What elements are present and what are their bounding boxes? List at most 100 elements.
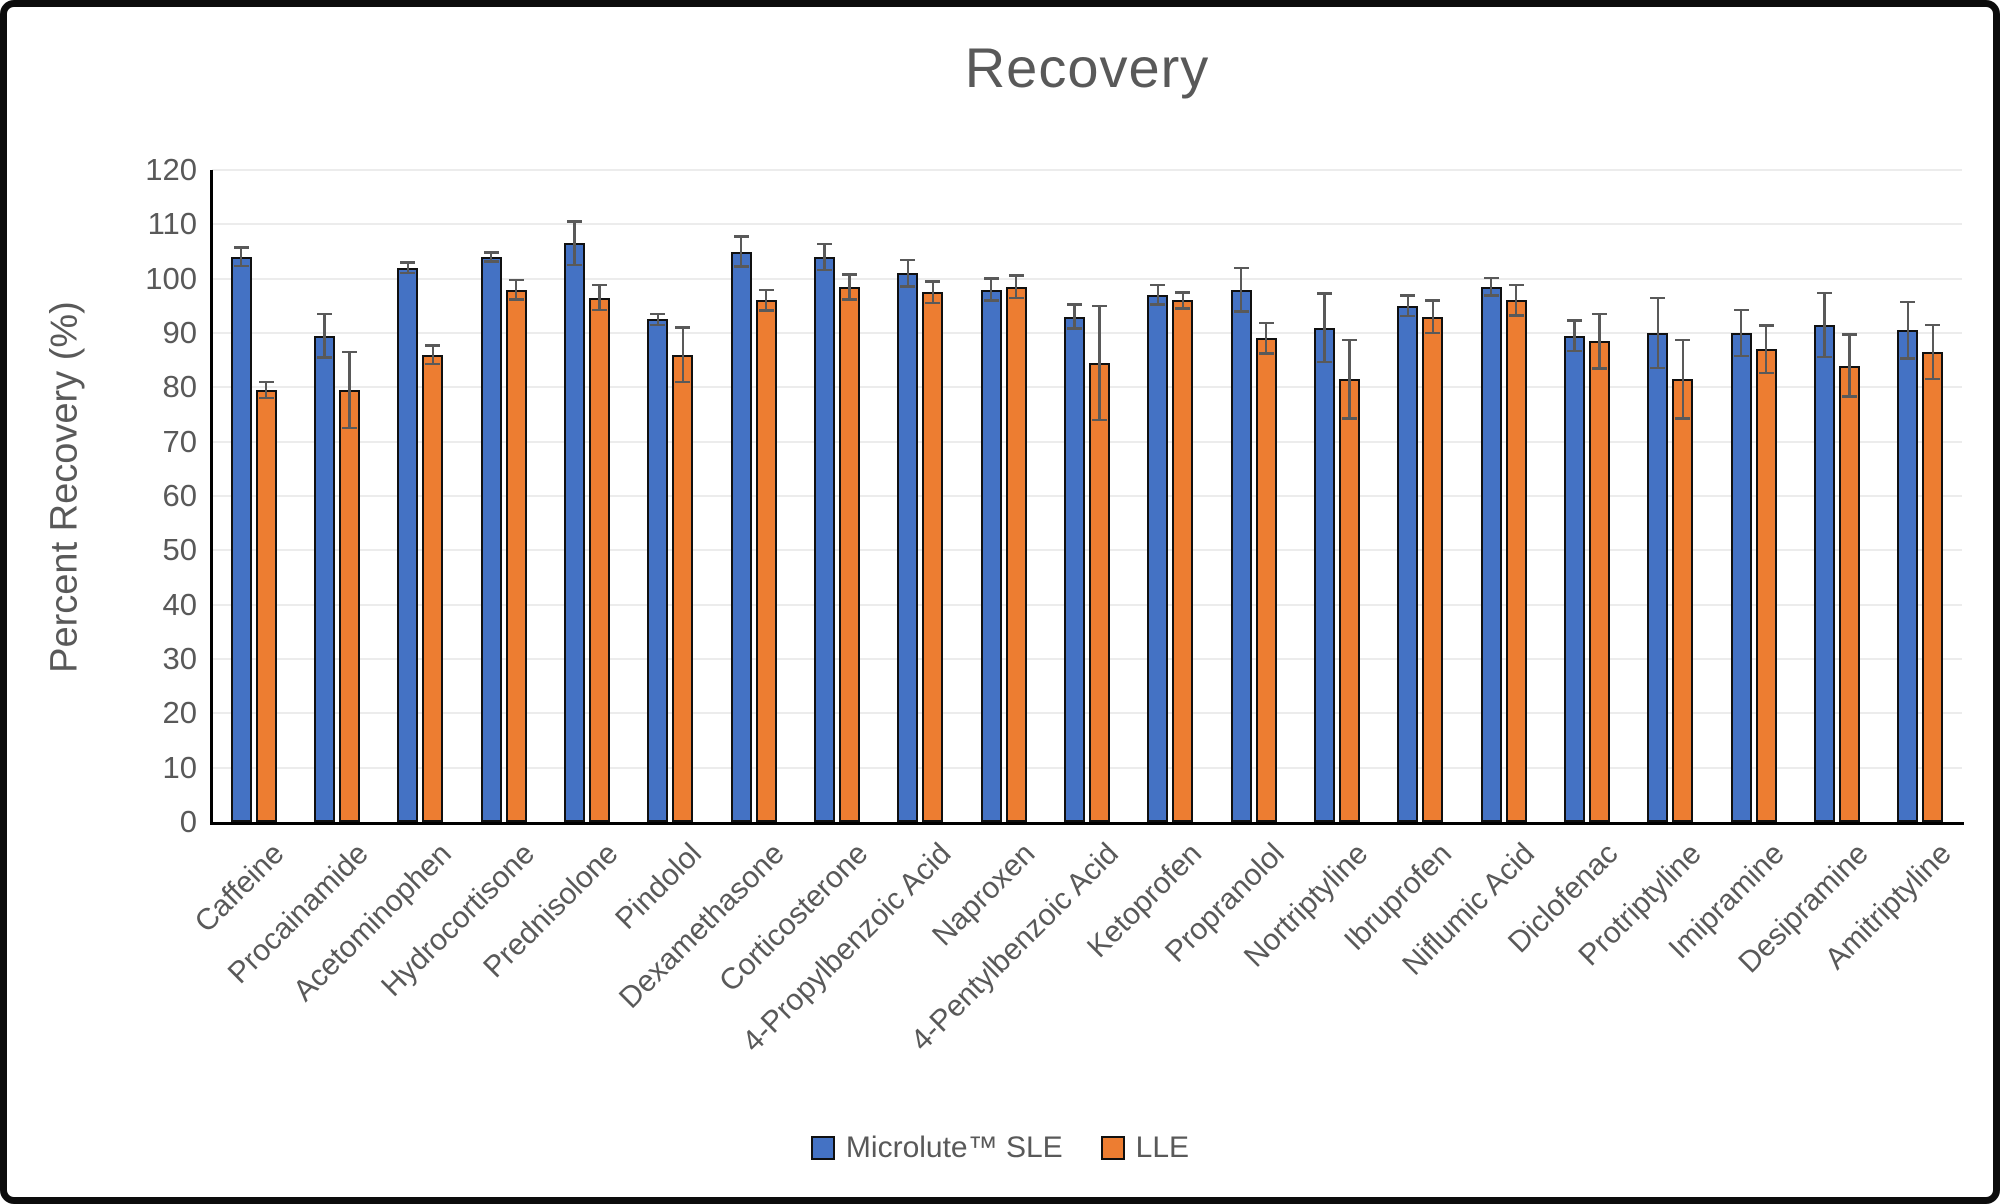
error-bar-cap-top [1317,292,1332,295]
error-bar-cap-top [1567,319,1582,322]
bar-lle [1255,338,1277,822]
error-bar-cap-top [1650,296,1666,300]
error-bar-line [348,352,351,429]
gridline-10 [212,766,1962,769]
bar-microlute-sle [1897,330,1919,822]
error-bar-cap-bottom [675,380,691,384]
error-bar-line [598,285,601,311]
error-bar-line [681,327,685,382]
error-bar-cap-bottom [1900,357,1916,360]
gridline-30 [212,658,1962,660]
error-bar-cap-bottom [733,265,749,268]
error-bar-cap-top [1067,303,1082,306]
bar-lle [1589,341,1610,822]
error-bar-cap-bottom [1258,352,1274,355]
y-tick-label-70: 70 [162,423,197,459]
error-bar-line [1323,293,1326,362]
y-tick-label-50: 50 [162,532,197,568]
bar-microlute-sle [1314,327,1335,822]
bar-lle [922,292,944,822]
bar-microlute-sle [1480,286,1502,822]
error-bar-cap-bottom [1233,310,1249,313]
plot-area: 0 10 20 30 40 50 60 70 80 90 100 110 120 Caffeine Proc… [7,7,1993,1197]
bar-microlute-sle [564,243,585,822]
error-bar-cap-bottom [650,323,666,327]
y-tick-label-120: 120 [145,152,197,187]
error-bar-line [1823,292,1826,357]
y-axis-line [210,170,213,824]
legend-swatch-microlute-sle [810,1136,835,1160]
error-bar-cap-bottom [258,396,274,400]
error-bar-cap-bottom [1067,327,1082,330]
error-bar-cap-top [317,312,332,316]
error-bar-line [764,290,768,311]
error-bar-cap-top [900,258,916,262]
error-bar-cap-bottom [567,263,582,267]
error-bar-cap-top [1925,323,1941,327]
error-bar-cap-top [400,261,416,264]
error-bar-line [1406,295,1410,317]
error-bar-cap-top [567,220,582,223]
error-bar-cap-top [508,278,524,281]
x-axis-line [210,822,1964,825]
error-bar-line [1014,275,1018,299]
error-bar-line [739,236,743,267]
error-bar-line [1098,305,1101,420]
bar-microlute-sle [1814,324,1835,822]
error-bar-line [573,221,576,266]
bar-microlute-sle [1647,333,1669,822]
y-tick-label-0: 0 [179,804,197,839]
error-bar-line [931,281,935,304]
gridline-110 [212,223,1962,226]
error-bar-line [431,345,435,364]
gridline-40 [212,603,1962,606]
error-bar-cap-top [425,344,441,347]
error-bar-line [1073,304,1076,329]
error-bar-cap-bottom [925,301,941,305]
gridline-120 [212,169,1962,171]
error-bar-line [1489,278,1493,296]
error-bar-cap-top [1233,266,1249,270]
error-bar-cap-top [1342,338,1357,342]
error-bar-line [1573,320,1576,351]
error-bar-cap-bottom [1508,314,1524,317]
bar-microlute-sle [1230,289,1252,822]
bar-microlute-sle [814,256,835,822]
y-tick-label-10: 10 [162,749,197,785]
error-bar-cap-bottom [233,264,249,268]
error-bar-line [1598,313,1601,369]
gridline-20 [212,712,1962,715]
error-bar-cap-bottom [1483,294,1499,297]
bar-lle [1922,352,1944,822]
error-bar-line [406,262,410,274]
error-bar-cap-bottom [1842,395,1857,398]
error-bar-cap-top [817,242,832,246]
error-bar-cap-top [1150,283,1166,287]
error-bar-cap-bottom [817,268,832,272]
bar-microlute-sle [1064,316,1085,822]
error-bar-line [989,278,993,301]
bar-microlute-sle [1564,335,1585,822]
bar-lle [1339,379,1360,822]
error-bar-cap-top [1508,283,1524,287]
error-bar-cap-bottom [1758,371,1774,375]
gridline-50 [212,549,1962,552]
error-bar-cap-bottom [1925,377,1941,381]
legend-label-microlute-sle: Microlute™ SLE [845,1131,1063,1164]
error-bar-line [323,313,326,358]
y-tick-label-30: 30 [162,641,197,676]
bar-microlute-sle [980,289,1002,822]
gridline-60 [212,495,1962,497]
error-bar-cap-top [842,273,857,276]
bar-microlute-sle [314,335,335,822]
y-tick-label-20: 20 [162,695,197,731]
y-tick-label-80: 80 [162,369,197,405]
error-bar-line [1431,300,1435,333]
bar-microlute-sle [647,319,669,822]
error-bar-cap-top [483,251,499,254]
bar-lle [1672,379,1694,822]
bar-lle [1422,316,1444,822]
bar-microlute-sle [480,256,502,822]
error-bar-line [1239,267,1243,312]
error-bar-cap-top [925,280,941,283]
